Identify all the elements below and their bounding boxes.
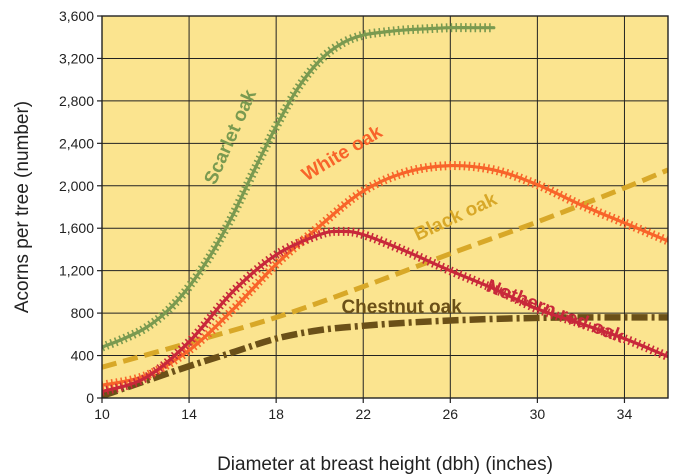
y-axis-title: Acorns per tree (number) [12, 101, 33, 313]
series-white-oak [102, 161, 668, 390]
y-tick-label: 800 [71, 305, 95, 321]
series-nothern-red-oak [102, 226, 668, 396]
y-tick-label: 2,400 [59, 135, 94, 151]
axis-ticks: 0 400 800 1,200 1,600 2,000 2,400 2,800 3,200 3,6… [59, 8, 633, 422]
y-tick-label: 3,600 [59, 8, 94, 24]
y-tick-label: 3,200 [59, 50, 94, 66]
x-tick-label: 10 [94, 406, 110, 422]
y-tick-label: 400 [71, 348, 95, 364]
x-tick-label: 14 [181, 406, 197, 422]
y-tick-label: 0 [86, 390, 94, 406]
series-line-stitch [102, 161, 668, 390]
series-line [102, 314, 668, 398]
y-tick-label: 1,600 [59, 220, 94, 236]
y-tick-label: 2,800 [59, 93, 94, 109]
series-lines [102, 23, 668, 398]
x-tick-label: 22 [355, 406, 371, 422]
x-tick-label: 34 [617, 406, 633, 422]
x-tick-label: 18 [268, 406, 284, 422]
y-tick-label: 2,000 [59, 178, 94, 194]
x-axis-title: Diameter at breast height (dbh) (inches) [217, 454, 553, 475]
series-label-chestnut-oak: Chestnut oak [341, 297, 462, 318]
y-tick-label: 1,200 [59, 263, 94, 279]
x-tick-label: 26 [443, 406, 459, 422]
x-tick-label: 30 [530, 406, 546, 422]
plot-frame [101, 15, 669, 399]
